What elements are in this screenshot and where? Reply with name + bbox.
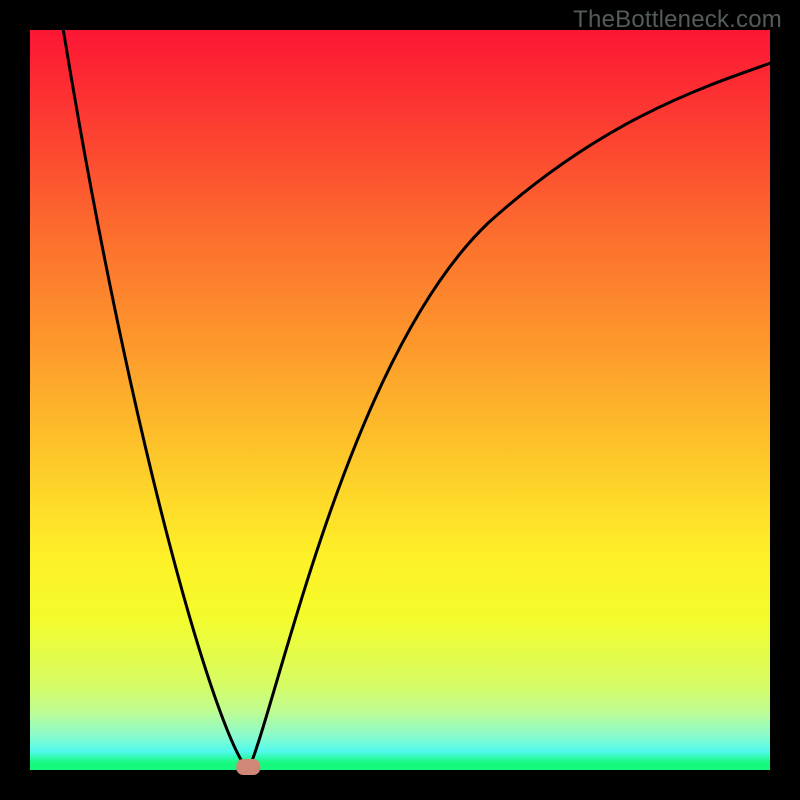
optimal-point-marker <box>236 759 260 775</box>
watermark-text: TheBottleneck.com <box>573 6 782 34</box>
chart-background <box>30 30 770 770</box>
